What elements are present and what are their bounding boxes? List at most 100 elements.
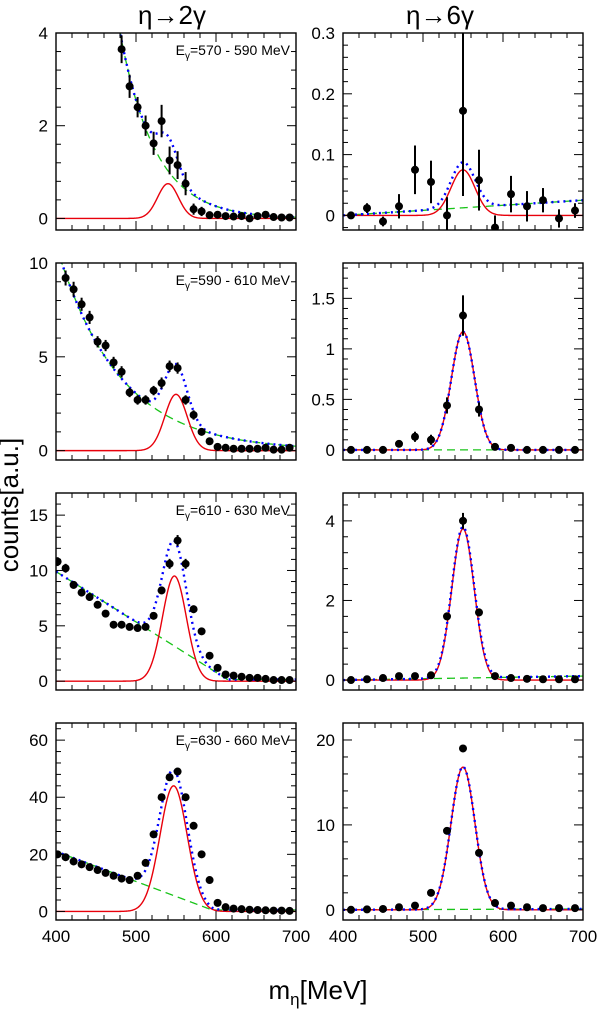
data-point <box>555 214 563 223</box>
data-point <box>77 300 86 309</box>
plot-area <box>343 512 583 685</box>
y-tick-label: 5 <box>39 617 48 636</box>
data-point <box>395 439 403 448</box>
x-axis-label-sub: η <box>290 990 299 1009</box>
data-point <box>181 559 190 568</box>
x-tick-label: 600 <box>489 927 517 946</box>
data-point <box>237 212 246 221</box>
x-tick-label: 400 <box>42 927 70 946</box>
data-point <box>459 311 467 320</box>
panel-frame <box>55 262 297 461</box>
data-point <box>133 103 142 112</box>
y-tick-label: 4 <box>39 24 48 43</box>
data-point <box>189 821 198 830</box>
data-point <box>61 853 70 862</box>
data-point <box>475 608 483 617</box>
data-point <box>395 672 403 681</box>
x-tick-label: 500 <box>122 927 150 946</box>
data-point <box>141 121 150 130</box>
data-point <box>101 609 110 618</box>
x-axis-label: mη[MeV] <box>268 975 367 1009</box>
data-point <box>507 443 515 452</box>
data-point <box>189 605 198 614</box>
y-tick-label: 1.5 <box>311 289 335 308</box>
y-tick-label: 0 <box>326 671 335 690</box>
data-point <box>539 196 547 205</box>
energy-range-label: Eγ=610 - 630 MeV <box>176 502 291 522</box>
data-point <box>189 205 198 214</box>
data-point <box>165 362 174 371</box>
data-point <box>411 165 419 174</box>
data-point <box>69 857 78 866</box>
data-point <box>237 672 246 681</box>
data-point <box>197 207 206 216</box>
data-point <box>109 358 118 367</box>
data-point <box>189 410 198 419</box>
data-point <box>379 445 387 454</box>
data-point <box>125 876 134 885</box>
data-point <box>269 213 278 222</box>
data-point <box>491 223 499 230</box>
data-point <box>213 663 222 672</box>
data-point <box>61 274 70 283</box>
data-point <box>245 444 254 453</box>
data-point <box>459 106 467 115</box>
background-fit-curve <box>56 571 296 681</box>
data-point <box>253 212 262 221</box>
data-point <box>85 593 94 602</box>
data-point <box>165 156 174 165</box>
y-tick-label: 0.1 <box>311 146 335 165</box>
data-point <box>571 675 579 684</box>
y-tick-label: 0 <box>39 209 48 228</box>
data-point <box>571 206 579 215</box>
panel-frame <box>55 492 297 691</box>
data-point <box>229 904 238 913</box>
data-point <box>363 905 371 914</box>
y-tick-label: 0.5 <box>311 390 335 409</box>
y-axis-label: counts[a.u.] <box>0 438 24 572</box>
data-point <box>125 82 134 91</box>
y-tick-label: 10 <box>29 254 48 273</box>
data-point <box>245 673 254 682</box>
energy-range-label: Eγ=630 - 660 MeV <box>176 732 291 752</box>
data-point <box>277 213 286 222</box>
signal-fit-curve <box>343 528 583 681</box>
data-point <box>459 744 467 753</box>
data-point <box>379 217 387 226</box>
panel-frame <box>342 722 584 921</box>
panel-row4-right: 400 500 600 700 0 10 20 <box>316 722 597 946</box>
y-tick-label: 0.3 <box>311 24 335 43</box>
data-point <box>141 395 150 404</box>
total-fit-curve <box>56 768 296 912</box>
y-tick-label: 60 <box>29 731 48 750</box>
panel-frame <box>342 492 584 691</box>
data-point <box>109 620 118 629</box>
plot-area <box>56 535 296 685</box>
data-point <box>205 437 214 446</box>
data-point <box>205 211 214 220</box>
data-point <box>205 876 214 885</box>
y-tick-label: 0 <box>39 672 48 691</box>
data-point <box>475 405 483 414</box>
data-point <box>261 443 270 452</box>
data-point <box>213 898 222 907</box>
x-tick-label: 400 <box>329 927 357 946</box>
data-point <box>117 620 126 629</box>
data-point <box>363 445 371 454</box>
data-point <box>269 906 278 915</box>
data-point <box>61 564 70 573</box>
panel-frame <box>342 32 584 231</box>
panel-frame <box>55 32 297 231</box>
data-point <box>93 337 102 346</box>
data-point <box>165 773 174 782</box>
data-point <box>69 285 78 294</box>
data-point <box>443 612 451 621</box>
data-point <box>411 901 419 910</box>
data-point <box>149 830 158 839</box>
data-point <box>229 212 238 221</box>
data-point <box>197 427 206 436</box>
data-point <box>253 673 262 682</box>
x-axis-label-rest: [MeV] <box>300 975 368 1005</box>
data-point <box>555 675 563 684</box>
y-tick-label: 20 <box>29 845 48 864</box>
